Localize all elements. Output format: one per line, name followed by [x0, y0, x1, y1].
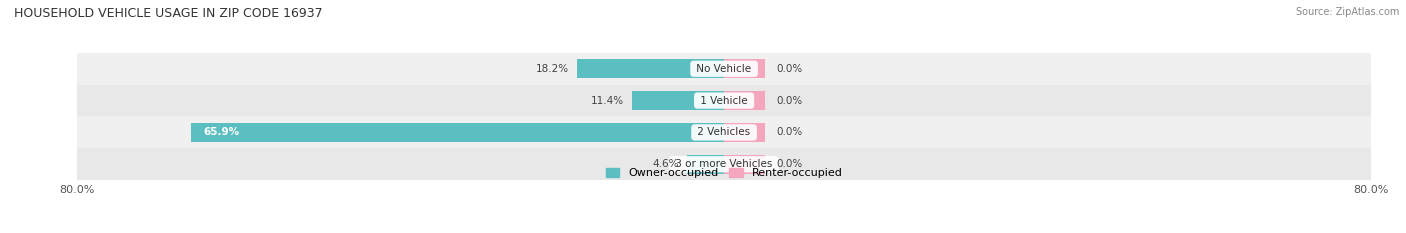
Bar — [576, 59, 724, 78]
Text: 18.2%: 18.2% — [536, 64, 569, 74]
Bar — [77, 116, 1371, 148]
Bar — [724, 155, 765, 174]
Bar — [688, 155, 724, 174]
Text: Source: ZipAtlas.com: Source: ZipAtlas.com — [1295, 7, 1399, 17]
Text: 0.0%: 0.0% — [776, 64, 803, 74]
Bar — [77, 148, 1371, 180]
Bar — [77, 53, 1371, 85]
Text: 4.6%: 4.6% — [652, 159, 679, 169]
Text: 0.0%: 0.0% — [776, 159, 803, 169]
Bar — [724, 91, 765, 110]
Text: 65.9%: 65.9% — [204, 127, 239, 137]
Text: 0.0%: 0.0% — [776, 96, 803, 106]
Text: 2 Vehicles: 2 Vehicles — [695, 127, 754, 137]
Legend: Owner-occupied, Renter-occupied: Owner-occupied, Renter-occupied — [602, 163, 846, 183]
Text: 11.4%: 11.4% — [591, 96, 624, 106]
Bar — [191, 123, 724, 142]
Text: No Vehicle: No Vehicle — [693, 64, 755, 74]
Bar — [724, 59, 765, 78]
Bar — [77, 85, 1371, 116]
Text: 0.0%: 0.0% — [776, 127, 803, 137]
Bar — [724, 123, 765, 142]
Text: HOUSEHOLD VEHICLE USAGE IN ZIP CODE 16937: HOUSEHOLD VEHICLE USAGE IN ZIP CODE 1693… — [14, 7, 323, 20]
Text: 1 Vehicle: 1 Vehicle — [697, 96, 751, 106]
Bar — [631, 91, 724, 110]
Text: 3 or more Vehicles: 3 or more Vehicles — [672, 159, 776, 169]
